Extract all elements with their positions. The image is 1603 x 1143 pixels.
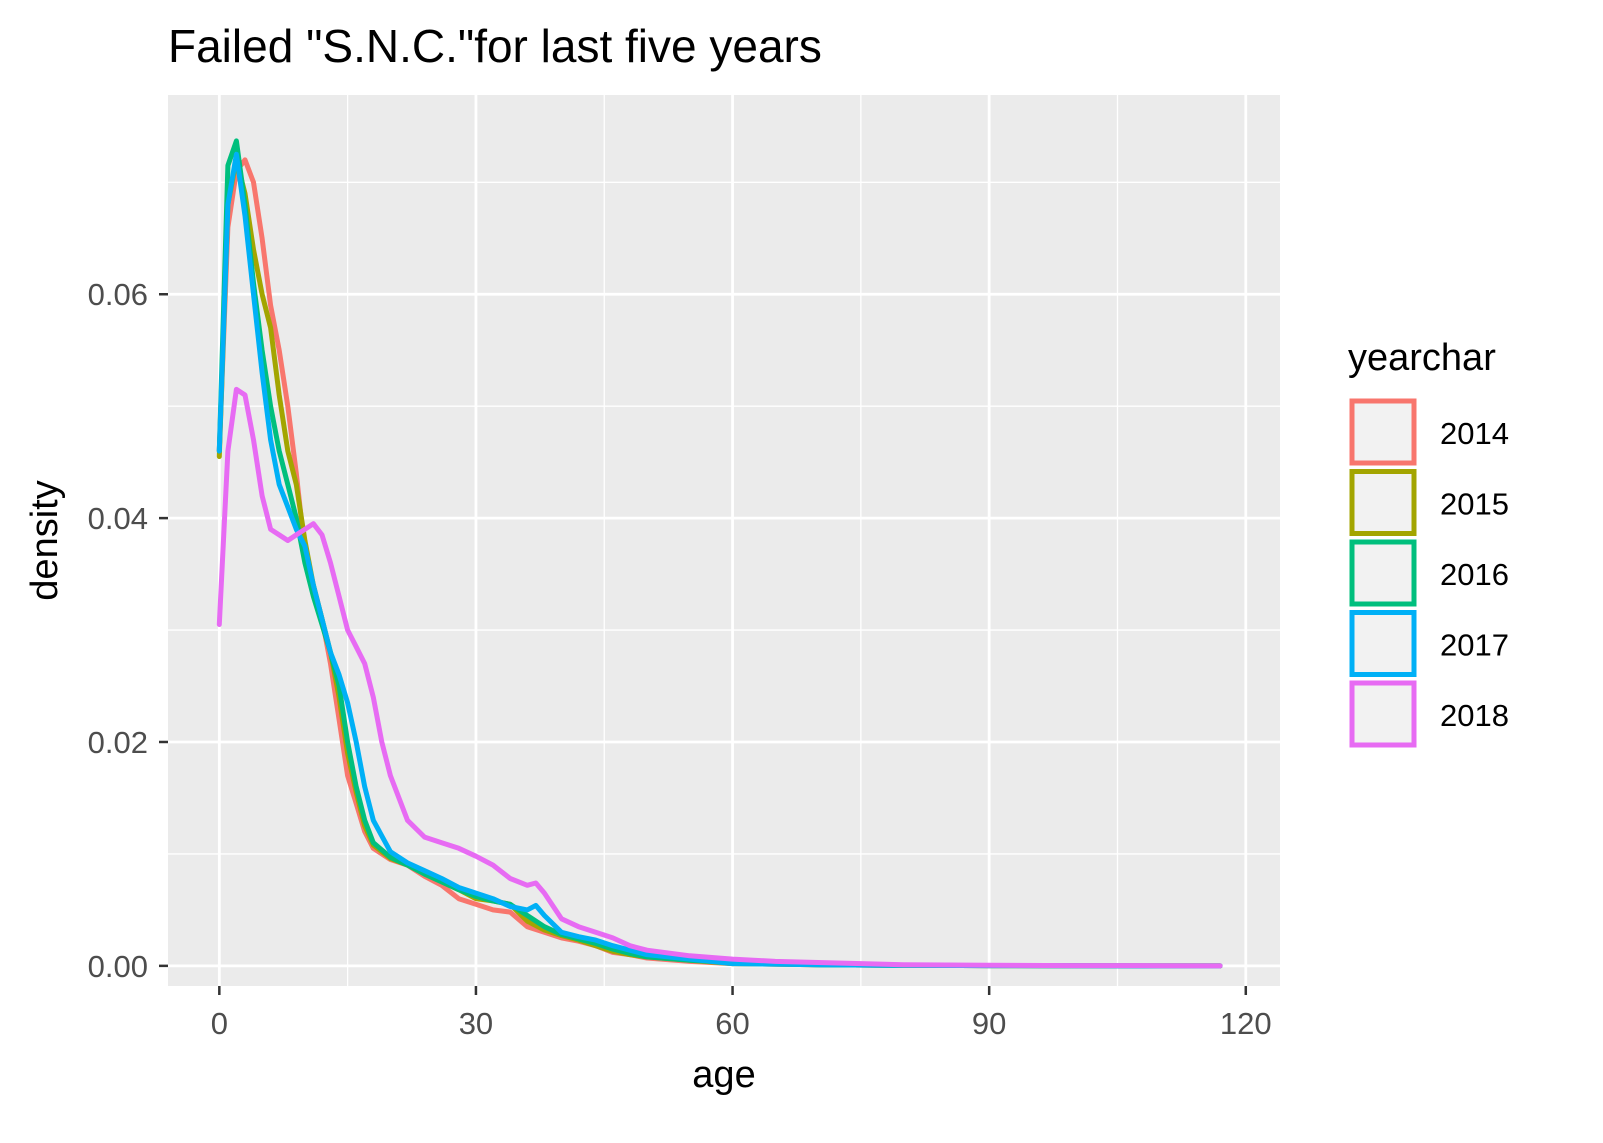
legend-key-2018 bbox=[1349, 680, 1417, 748]
plot-panel bbox=[168, 95, 1280, 986]
y-tick-label: 0.02 bbox=[88, 725, 148, 760]
legend-label-2017: 2017 bbox=[1440, 628, 1509, 663]
series-lines bbox=[216, 138, 1223, 969]
minor-gridlines bbox=[168, 95, 1280, 986]
tick-labels: 0 30 60 90 120 0.00 0.02 0.04 0.06 bbox=[88, 277, 1272, 1041]
legend: yearchar 2014 2015 2016 2017 2018 bbox=[1348, 337, 1509, 748]
axis-ticks bbox=[159, 292, 1248, 995]
x-tick-label: 0 bbox=[211, 1006, 228, 1041]
legend-label-2018: 2018 bbox=[1440, 698, 1509, 733]
legend-title: yearchar bbox=[1348, 337, 1496, 379]
legend-key-2016 bbox=[1349, 539, 1417, 607]
x-axis-title: age bbox=[692, 1054, 755, 1096]
legend-label-2015: 2015 bbox=[1440, 487, 1509, 522]
legend-items: 2014 2015 2016 2017 2018 bbox=[1349, 398, 1509, 748]
x-tick-label: 120 bbox=[1220, 1006, 1272, 1041]
x-tick-label: 90 bbox=[972, 1006, 1006, 1041]
y-tick-label: 0.04 bbox=[88, 501, 148, 536]
legend-key-2015 bbox=[1349, 469, 1417, 536]
legend-label-2014: 2014 bbox=[1440, 416, 1509, 451]
y-tick-label: 0.00 bbox=[88, 949, 148, 984]
x-tick-label: 30 bbox=[459, 1006, 493, 1041]
series-line-2017 bbox=[216, 151, 1223, 969]
legend-key-2014 bbox=[1349, 398, 1417, 466]
x-tick-label: 60 bbox=[715, 1006, 749, 1041]
legend-label-2016: 2016 bbox=[1440, 557, 1509, 592]
legend-key-2017 bbox=[1349, 610, 1417, 677]
series-line-2018 bbox=[216, 386, 1223, 969]
chart-title: Failed "S.N.C."for last five years bbox=[168, 20, 822, 72]
y-axis-title: density bbox=[24, 480, 66, 600]
y-tick-label: 0.06 bbox=[88, 277, 148, 312]
